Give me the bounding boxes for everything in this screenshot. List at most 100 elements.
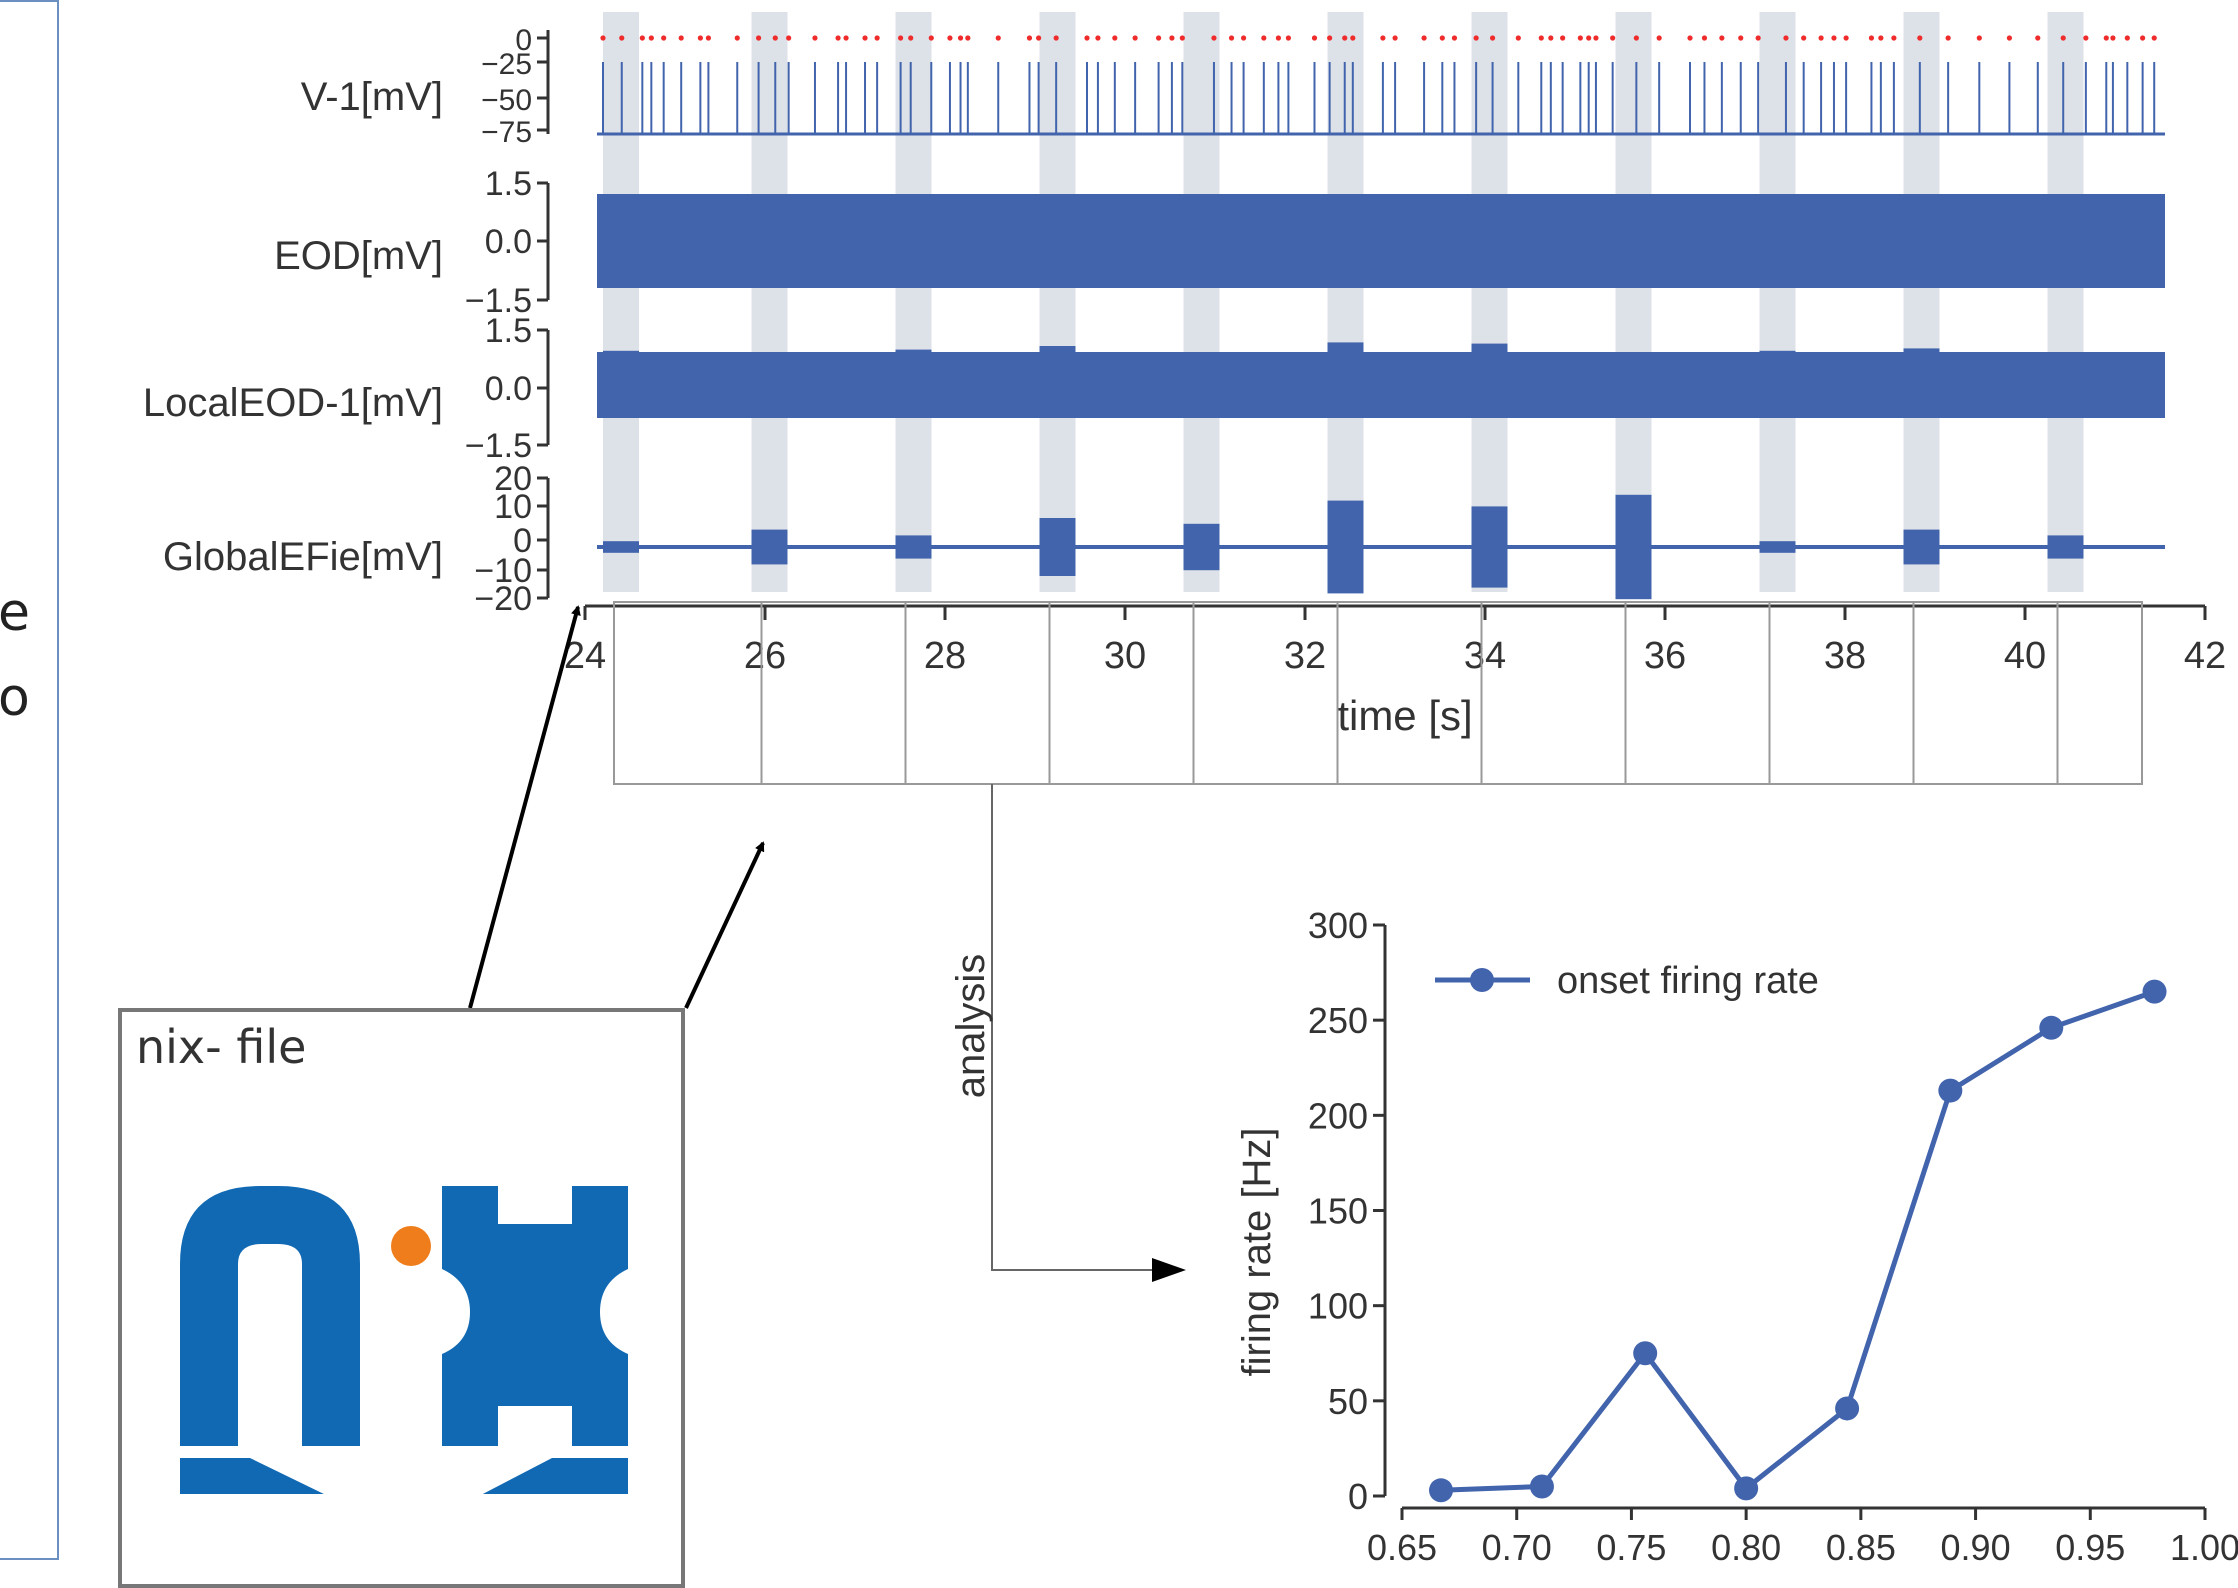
panel-label: EOD[mV]	[274, 234, 443, 278]
firing-rate-axes: 0 50 100 150 200 250 300 0.65 0.70 0.75 0.80 0.85 0.…	[1308, 905, 2238, 1566]
y-tick-label: −1.5	[465, 427, 532, 465]
y-tick-label: 20	[494, 460, 532, 498]
x-tick-label: 0.65	[1367, 1527, 1437, 1566]
panel-eod	[597, 194, 2165, 288]
data-point	[1529, 1474, 1554, 1499]
x-tick-label: 26	[744, 635, 786, 677]
data-point	[1633, 1341, 1658, 1366]
spike-marker	[2140, 35, 2146, 41]
localeod-modulation	[1327, 342, 1364, 417]
global-efield-pulse	[1759, 541, 1796, 553]
spike-marker	[2110, 35, 2116, 41]
legend-marker	[1470, 968, 1494, 992]
x-tick-label: 38	[1824, 635, 1866, 677]
spike-marker	[786, 35, 792, 41]
spike-marker	[1112, 35, 1118, 41]
x-tick-label: 34	[1464, 635, 1506, 677]
panel-v1	[597, 35, 2165, 136]
data-point	[1835, 1396, 1860, 1421]
panel-global-efield	[597, 494, 2165, 600]
y-tick-label: −20	[474, 580, 532, 618]
spike-marker	[1577, 35, 1583, 41]
analysis-connector	[991, 784, 1183, 1271]
spike-marker	[1489, 35, 1496, 41]
x-tick-label: 36	[1644, 635, 1686, 677]
epoch-bracket-frame	[613, 601, 2143, 785]
nix-file-box: nix- file	[118, 1008, 685, 1588]
spike-marker	[1473, 35, 1479, 41]
y-tick-label: 50	[1328, 1381, 1368, 1422]
spike-marker	[1738, 35, 1744, 41]
nix-logo-icon	[180, 1186, 628, 1494]
x-tick-label: 32	[1284, 635, 1326, 677]
spike-marker	[1275, 35, 1282, 41]
x-tick-label: 30	[1104, 635, 1146, 677]
spike-marker	[2151, 35, 2157, 41]
spike-marker	[1311, 35, 1318, 41]
spike-marker	[772, 35, 778, 41]
spike-marker	[1755, 35, 1761, 41]
spike-marker	[1036, 35, 1042, 41]
spike-marker	[862, 35, 868, 41]
series-line	[1440, 989, 2156, 1493]
spike-marker	[843, 35, 849, 41]
y-tick-label: 0	[513, 522, 532, 560]
data-point	[2039, 1015, 2064, 1040]
traces-plot: 0−25−50−75V-1[mV]1.50.0−1.5EOD[mV]1.50.0…	[143, 12, 2226, 785]
x-tick-label: 0.95	[2055, 1527, 2125, 1566]
localeod-modulation	[1615, 357, 1652, 413]
spike-marker	[648, 35, 654, 41]
localeod-modulation	[895, 349, 932, 418]
spike-marker	[1818, 35, 1824, 41]
spike-marker	[1439, 35, 1445, 41]
x-tick-label: 40	[2004, 635, 2046, 677]
y-tick-label: 0.0	[485, 223, 532, 261]
spike-marker	[1586, 35, 1592, 41]
spike-marker	[874, 35, 880, 41]
spike-marker	[1560, 35, 1566, 41]
y-tick-label: −25	[481, 48, 532, 81]
spike-marker	[2103, 35, 2109, 41]
spike-marker	[1053, 35, 1059, 41]
spike-marker	[928, 35, 934, 41]
spike-marker	[1687, 35, 1693, 41]
panel-y-axes: 0−25−50−75V-1[mV]1.50.0−1.5EOD[mV]1.50.0…	[143, 24, 550, 618]
localeod-modulation	[1039, 346, 1076, 417]
spike-marker	[835, 35, 841, 41]
y-tick-label: 1.5	[485, 165, 532, 203]
x-tick-label: 24	[564, 635, 606, 677]
localeod-modulation	[751, 353, 788, 417]
spike-marker	[1878, 35, 1884, 41]
y-tick-label: 300	[1308, 905, 1368, 946]
global-efield-pulse	[1183, 523, 1220, 571]
spike-marker	[2060, 35, 2066, 41]
localeod-modulation	[603, 350, 639, 418]
data-point	[1938, 1078, 1963, 1103]
firing-rate-chart: 0 50 100 150 200 250 300 0.65 0.70 0.75 0.80 0.85 0.…	[1235, 905, 2238, 1566]
spike-marker	[678, 35, 684, 41]
spike-marker	[898, 35, 904, 41]
spike-marker	[1891, 35, 1897, 41]
spike-marker	[1169, 35, 1175, 41]
time-axis: time [s] 24 26 28 30 32 34 36 38 40 42	[564, 604, 2226, 739]
spike-marker	[1350, 35, 1356, 41]
x-tick-label: 42	[2184, 635, 2226, 677]
x-tick-label: 0.70	[1482, 1527, 1552, 1566]
panel-label: V-1[mV]	[301, 75, 443, 119]
arrow-to-bracket	[684, 841, 765, 1009]
spike-marker	[1868, 35, 1875, 41]
y-tick-label: 0.0	[485, 370, 532, 408]
spike-marker	[1945, 35, 1951, 41]
sidebar-panel: e o	[0, 0, 59, 1560]
spike-marker	[705, 35, 712, 41]
stimulus-window	[1471, 12, 1508, 592]
legend-label: onset firing rate	[1557, 960, 1819, 1002]
spike-marker	[2006, 35, 2013, 41]
spike-marker	[1633, 35, 1639, 41]
localeod-modulation	[1903, 348, 1940, 418]
spike-marker	[1156, 35, 1162, 41]
spike-marker	[661, 35, 667, 41]
localeod-modulation	[2047, 353, 2084, 417]
spike-marker	[1451, 35, 1458, 41]
stimulus-window	[1039, 12, 1076, 592]
